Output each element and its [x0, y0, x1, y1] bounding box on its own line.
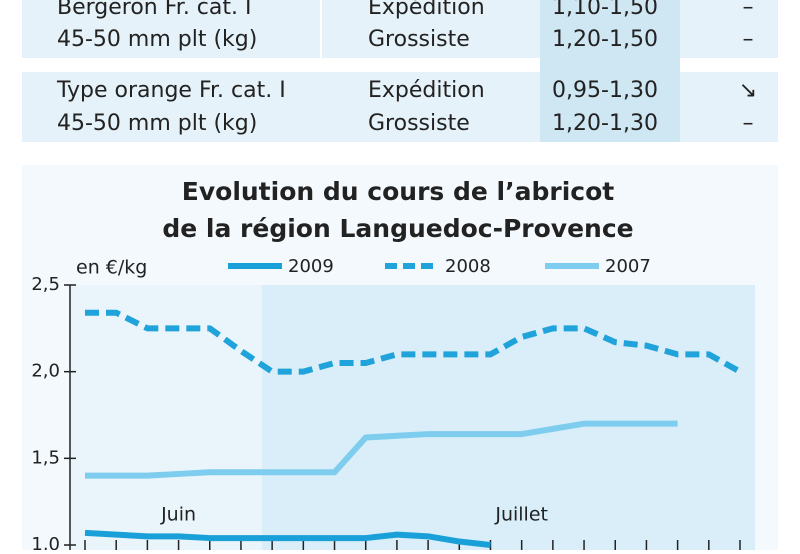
table-cell: – [743, 27, 754, 52]
month-label: Juin [160, 504, 196, 526]
y-tick-label: 2,5 [31, 274, 60, 295]
table-cell: ↘ [739, 78, 757, 103]
table-cell: Bergeron Fr. cat. I [57, 0, 252, 20]
series-line [85, 309, 742, 375]
table-cell: Grossiste [368, 111, 470, 136]
chart-title: Evolution du cours de l’abricot [182, 177, 614, 206]
table-cell: 0,95-1,30 [552, 78, 658, 103]
table: Bergeron Fr. cat. I 45-50 mm plt (kg) Expé… [56, 0, 757, 136]
table-cell: Expédition [368, 78, 485, 103]
chart: 1,0 1,5 2,0 2,5 Juin Juillet 2009 2008 2007 [31, 256, 742, 554]
y-tick-label: 1,5 [31, 447, 60, 468]
table-cell: – [743, 111, 754, 136]
table-cell: Grossiste [368, 27, 470, 52]
table-cell: 1,20-1,50 [552, 27, 658, 52]
table-cell: 45-50 mm plt (kg) [57, 27, 257, 52]
legend-label: 2009 [288, 256, 334, 277]
separator [320, 0, 322, 58]
table-cell: 1,20-1,30 [552, 111, 658, 136]
series-line [84, 529, 491, 548]
table-cell: Expédition [368, 0, 485, 20]
legend-label: 2007 [605, 256, 651, 277]
y-axis-label: en €/kg [76, 257, 147, 279]
table-cell: – [743, 0, 754, 20]
table-cell: 1,10-1,50 [552, 0, 658, 20]
price-column-bg [540, 0, 680, 142]
table-cell: Type orange Fr. cat. I [56, 78, 286, 103]
month-label: Juillet [494, 504, 548, 526]
chart-title: de la région Languedoc-Provence [162, 214, 633, 243]
y-tick-label: 2,0 [31, 361, 60, 382]
series-line [85, 420, 678, 479]
legend-label: 2008 [445, 256, 491, 277]
y-tick-label: 1,0 [31, 534, 60, 550]
table-cell: 45-50 mm plt (kg) [57, 111, 257, 136]
